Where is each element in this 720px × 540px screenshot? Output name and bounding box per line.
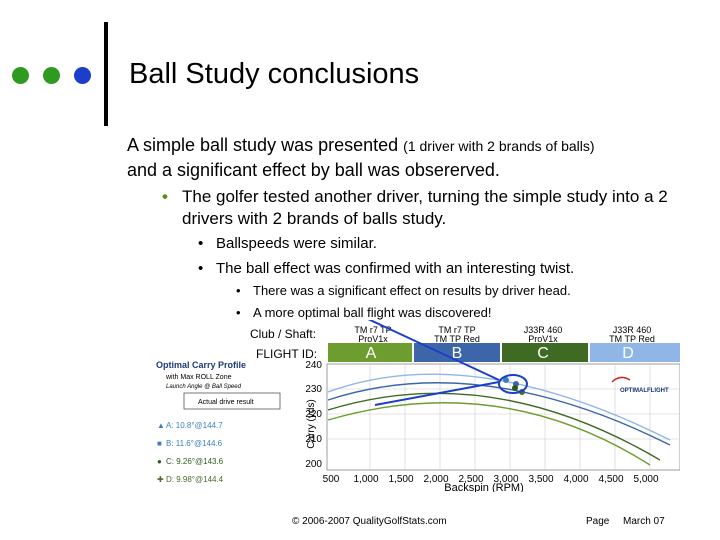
column-b-id: B <box>452 345 463 362</box>
x-tick: 4,500 <box>598 474 623 485</box>
x-axis-label: Backspin (RPM) <box>444 482 523 492</box>
legend-item-c: C: 9.26°@143.6 <box>166 457 224 466</box>
footer-page-label: Page <box>586 516 610 527</box>
legend-item-b: B: 11.6°@144.6 <box>166 439 223 448</box>
column-b: TM r7 TP TM TP Red B <box>414 325 500 362</box>
sub-sub-bullet-2-text: A more optimal ball flight was discovere… <box>253 305 492 320</box>
flight-id-label: FLIGHT ID: <box>256 347 317 361</box>
decor-dot-1 <box>12 67 29 84</box>
sub-sub-bullet-1-text: There was a significant effect on result… <box>253 283 571 298</box>
legend-box-text: Actual drive result <box>198 399 254 406</box>
intro-paragraph: A simple ball study was presented (1 dri… <box>127 133 707 182</box>
legend-marker-b: ■ <box>157 439 162 448</box>
y-tick: 240 <box>305 360 322 371</box>
x-tick-labels: 500 1,000 1,500 2,000 2,500 3,000 3,500 … <box>323 474 659 485</box>
bullet-1: • The golfer tested another driver, turn… <box>162 186 702 230</box>
column-c-ball: ProV1x <box>528 334 558 344</box>
column-d-id: D <box>622 345 634 362</box>
marker-c <box>512 385 518 391</box>
club-shaft-label: Club / Shaft: <box>250 327 316 341</box>
x-tick: 3,000 <box>493 474 518 485</box>
intro-text-2: and a significant effect by ball was obs… <box>127 160 500 180</box>
sub-bullet-2-text: The ball effect was confirmed with an in… <box>216 260 575 277</box>
legend-marker-a: ▲ <box>157 421 165 430</box>
logo-text: OPTIMALFLIGHT <box>620 388 669 394</box>
bullet-marker: • <box>162 187 168 206</box>
column-a: TM r7 TP ProV1x A <box>328 325 412 362</box>
curve-d <box>327 402 651 466</box>
bullet-marker: • <box>198 235 204 252</box>
highlight-arrow-2 <box>374 381 500 406</box>
legend-box <box>183 392 281 410</box>
curve-b <box>327 382 671 446</box>
column-a-ball: ProV1x <box>358 334 388 344</box>
column-c-band <box>502 343 588 362</box>
bullet-1-text: The golfer tested another driver, turnin… <box>182 187 668 228</box>
column-b-club: TM r7 TP <box>438 325 475 335</box>
y-tick: 200 <box>305 459 322 470</box>
bullet-marker: • <box>236 283 241 298</box>
x-tick: 4,000 <box>563 474 588 485</box>
column-d-ball: TM TP Red <box>609 334 655 344</box>
column-c-id: C <box>537 345 549 362</box>
sub-bullet-1-text: Ballspeeds were similar. <box>216 235 377 252</box>
carry-curves <box>327 373 671 466</box>
legend-sub2: Launch Angle @ Ball Speed <box>166 384 242 390</box>
legend-title: Optimal Carry Profile <box>156 360 246 370</box>
sub-sub-bullet-2: • A more optimal ball flight was discove… <box>236 304 491 321</box>
sub-bullet-1: • Ballspeeds were similar. <box>198 234 377 253</box>
x-tick: 5,000 <box>633 474 658 485</box>
y-tick: 210 <box>305 434 322 445</box>
column-d-club: J33R 460 <box>613 325 652 335</box>
legend-items: ▲ A: 10.8°@144.7 ■ B: 11.6°@144.6 ● C: 9… <box>157 421 224 484</box>
column-b-band <box>414 343 500 362</box>
column-c-club: J33R 460 <box>524 325 563 335</box>
column-a-club: TM r7 TP <box>354 325 391 335</box>
legend-sub1: with Max ROLL Zone <box>165 374 232 381</box>
x-tick: 3,500 <box>528 474 553 485</box>
ball-flight-figure: Club / Shaft: FLIGHT ID: TM r7 TP ProV1x… <box>150 320 680 492</box>
y-axis-label: Carry (yds) <box>306 399 317 448</box>
column-c: J33R 460 ProV1x C <box>502 325 588 362</box>
sub-bullet-2: • The ball effect was confirmed with an … <box>198 259 574 278</box>
drive-markers <box>503 377 525 395</box>
x-tick: 500 <box>323 474 340 485</box>
highlight-arrow-1 <box>367 320 500 381</box>
column-a-band <box>328 343 412 362</box>
legend-marker-d: ✚ <box>157 475 164 484</box>
decor-dot-2 <box>43 67 60 84</box>
x-tick: 1,500 <box>388 474 413 485</box>
legend-marker-c: ● <box>157 457 162 466</box>
sub-sub-bullet-1: • There was a significant effect on resu… <box>236 282 571 299</box>
curve-c <box>327 392 661 461</box>
legend-item-d: D: 9.98°@144.4 <box>166 475 224 484</box>
x-tick: 2,000 <box>423 474 448 485</box>
y-tick: 230 <box>305 384 322 395</box>
y-tick: 220 <box>305 409 322 420</box>
marker-a <box>503 377 509 383</box>
intro-text-1: A simple ball study was presented <box>127 135 404 155</box>
highlight-ellipse <box>498 374 528 394</box>
slide-title: Ball Study conclusions <box>129 58 420 90</box>
x-tick: 2,500 <box>458 474 483 485</box>
footer-date: March 07 <box>623 516 665 527</box>
bullet-marker: • <box>236 305 241 320</box>
intro-text-small: (1 driver with 2 brands of balls) <box>403 138 595 154</box>
optimalflight-logo: OPTIMALFLIGHT <box>611 376 669 394</box>
column-headers: TM r7 TP ProV1x A TM r7 TP TM TP Red B J… <box>328 325 680 362</box>
column-d: J33R 460 TM TP Red D <box>590 325 680 362</box>
column-b-ball: TM TP Red <box>434 334 480 344</box>
column-d-band <box>590 343 680 362</box>
title-divider <box>104 22 108 126</box>
column-a-id: A <box>366 345 377 362</box>
curve-a <box>327 373 671 441</box>
legend-item-a: A: 10.8°@144.7 <box>166 421 223 430</box>
footer-copyright: © 2006-2007 QualityGolfStats.com <box>292 516 447 527</box>
bullet-marker: • <box>198 260 204 277</box>
decor-dot-3 <box>74 67 91 84</box>
legend-panel: Optimal Carry Profile with Max ROLL Zone… <box>150 354 281 490</box>
x-tick: 1,000 <box>353 474 378 485</box>
y-tick-labels: 240 230 220 210 200 <box>305 360 322 470</box>
